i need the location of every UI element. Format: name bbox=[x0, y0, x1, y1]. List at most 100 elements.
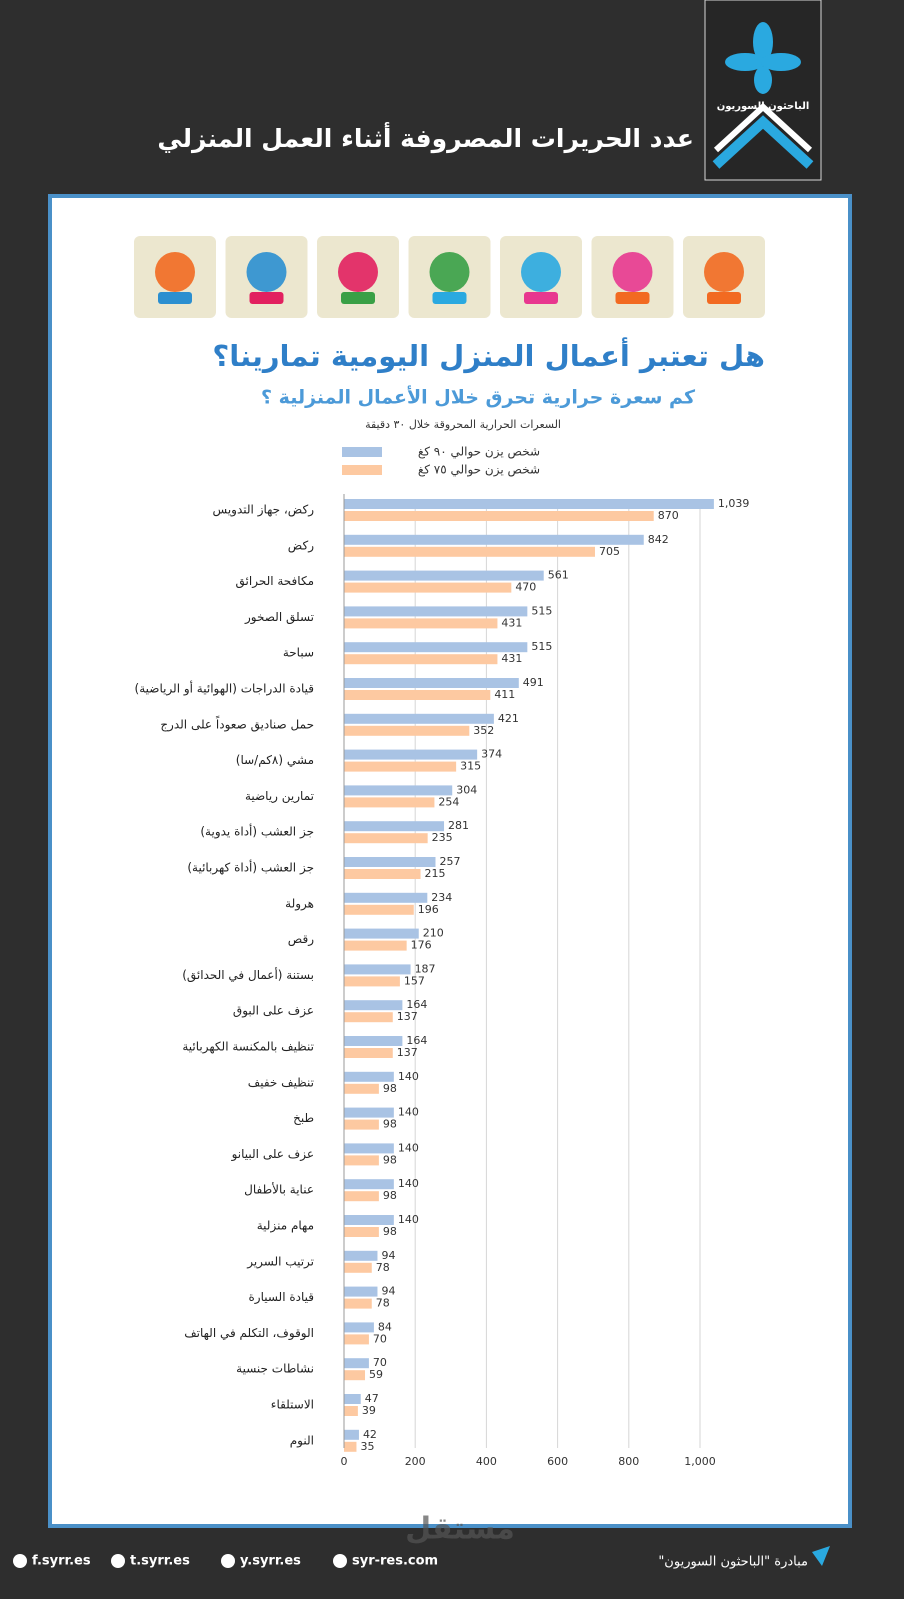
icon-shape bbox=[341, 292, 375, 304]
legend-label: شخص يزن حوالي ٩٠ كغ bbox=[418, 445, 540, 460]
value-label: 39 bbox=[362, 1404, 376, 1417]
category-label: الاستلقاء bbox=[271, 1398, 314, 1412]
category-label: ركض، جهاز التدويس bbox=[213, 503, 315, 518]
value-label: 257 bbox=[439, 855, 460, 868]
footer-icon bbox=[13, 1554, 27, 1568]
value-label: 137 bbox=[397, 1046, 418, 1059]
footer-link: t.syrr.es bbox=[130, 1554, 190, 1569]
value-label: 411 bbox=[494, 688, 515, 701]
logo-text: الباحثون السوريون bbox=[717, 101, 810, 112]
value-label: 515 bbox=[531, 640, 552, 653]
bar bbox=[344, 546, 595, 557]
bar bbox=[344, 892, 428, 903]
icon-shape bbox=[707, 292, 741, 304]
category-label: تنظيف بالمكنسة الكهربائية bbox=[182, 1040, 314, 1055]
footer: f.syrr.es t.syrr.es y.syrr.es syr-res.com bbox=[13, 1554, 438, 1569]
bar bbox=[344, 1215, 394, 1225]
legend-swatch bbox=[342, 465, 382, 475]
bar bbox=[344, 582, 512, 593]
bar bbox=[344, 904, 414, 915]
x-tick-label: 0 bbox=[341, 1455, 348, 1468]
value-label: 187 bbox=[415, 962, 436, 975]
bar bbox=[344, 511, 654, 521]
bar bbox=[344, 1406, 358, 1416]
icon-shape bbox=[524, 292, 558, 304]
category-label: النوم bbox=[290, 1433, 314, 1448]
logo-mark bbox=[725, 22, 801, 94]
value-label: 315 bbox=[460, 760, 481, 773]
category-label: عناية بالأطفال bbox=[244, 1182, 314, 1197]
bar bbox=[344, 1107, 394, 1118]
logo-chevron bbox=[712, 115, 814, 169]
x-tick-label: 200 bbox=[405, 1455, 426, 1468]
bar bbox=[344, 964, 411, 975]
watermark: مستقل bbox=[405, 1512, 515, 1547]
bar bbox=[344, 940, 407, 951]
bar bbox=[344, 642, 528, 653]
value-label: 491 bbox=[523, 676, 544, 689]
value-label: 470 bbox=[515, 581, 536, 594]
panel bbox=[48, 194, 852, 1528]
bar bbox=[344, 869, 421, 879]
bar bbox=[344, 1012, 393, 1023]
category-label: ترتيب السرير bbox=[246, 1254, 314, 1269]
category-label: هرولة bbox=[285, 896, 314, 911]
bar bbox=[344, 1334, 369, 1345]
bar bbox=[344, 976, 400, 987]
value-label: 84 bbox=[378, 1320, 392, 1333]
legend-label: شخص يزن حوالي ٧٥ كغ bbox=[418, 463, 540, 478]
value-label: 304 bbox=[456, 783, 477, 796]
category-label: طبخ bbox=[293, 1111, 314, 1125]
axis-label: السعرات الحرارية المحروقة خلال ٣٠ دقيقة bbox=[365, 418, 561, 431]
bar bbox=[344, 928, 419, 939]
value-label: 431 bbox=[501, 652, 522, 665]
value-label: 98 bbox=[383, 1118, 397, 1131]
icon-shape bbox=[615, 292, 650, 304]
value-label: 98 bbox=[383, 1153, 397, 1166]
value-label: 374 bbox=[481, 748, 502, 761]
category-label: سباحة bbox=[283, 646, 314, 660]
bar bbox=[344, 785, 453, 796]
bar bbox=[344, 1322, 374, 1333]
category-label: قيادة السيارة bbox=[248, 1290, 314, 1305]
value-label: 94 bbox=[381, 1285, 395, 1298]
value-label: 70 bbox=[373, 1356, 387, 1369]
bar bbox=[344, 690, 491, 700]
bar bbox=[344, 1370, 366, 1381]
x-tick-label: 600 bbox=[547, 1455, 568, 1468]
category-label: حمل صناديق صعوداً على الدرج bbox=[160, 716, 314, 733]
category-label: جز العشب (أداة يدوية) bbox=[200, 824, 314, 840]
value-label: 140 bbox=[398, 1106, 419, 1119]
footer-link: y.syrr.es bbox=[240, 1554, 301, 1569]
chart-subtitle: كم سعرة حرارية تحرق خلال الأعمال المنزلي… bbox=[261, 386, 696, 409]
bar bbox=[344, 1179, 394, 1190]
category-label: مهام منزلية bbox=[257, 1219, 314, 1234]
value-label: 94 bbox=[381, 1249, 395, 1262]
icon-row bbox=[134, 236, 765, 318]
icon-shape bbox=[432, 292, 467, 304]
icon-shape bbox=[704, 252, 744, 292]
icon-shape bbox=[338, 252, 378, 292]
icon-shape bbox=[249, 292, 284, 304]
value-label: 352 bbox=[473, 724, 494, 737]
value-label: 431 bbox=[501, 616, 522, 629]
value-label: 140 bbox=[398, 1213, 419, 1226]
value-label: 164 bbox=[406, 1034, 427, 1047]
value-label: 1,039 bbox=[718, 497, 750, 510]
category-label: الوقوف، التكلم في الهاتف bbox=[184, 1326, 314, 1341]
value-label: 42 bbox=[363, 1428, 377, 1441]
bar bbox=[344, 1286, 378, 1297]
chart-title: هل تعتبر أعمال المنزل اليومية تمارينا؟ bbox=[212, 337, 765, 373]
value-label: 705 bbox=[599, 545, 620, 558]
bar bbox=[344, 761, 457, 772]
bar bbox=[344, 749, 478, 760]
bar bbox=[344, 1000, 403, 1011]
value-label: 47 bbox=[365, 1392, 379, 1405]
icon-shape bbox=[429, 252, 470, 292]
value-label: 842 bbox=[648, 533, 669, 546]
category-label: مشي (٨كم/سا) bbox=[236, 753, 314, 767]
category-label: تنظيف خفيف bbox=[248, 1075, 314, 1089]
footer-icon bbox=[333, 1554, 347, 1568]
footer-logo bbox=[812, 1546, 830, 1566]
